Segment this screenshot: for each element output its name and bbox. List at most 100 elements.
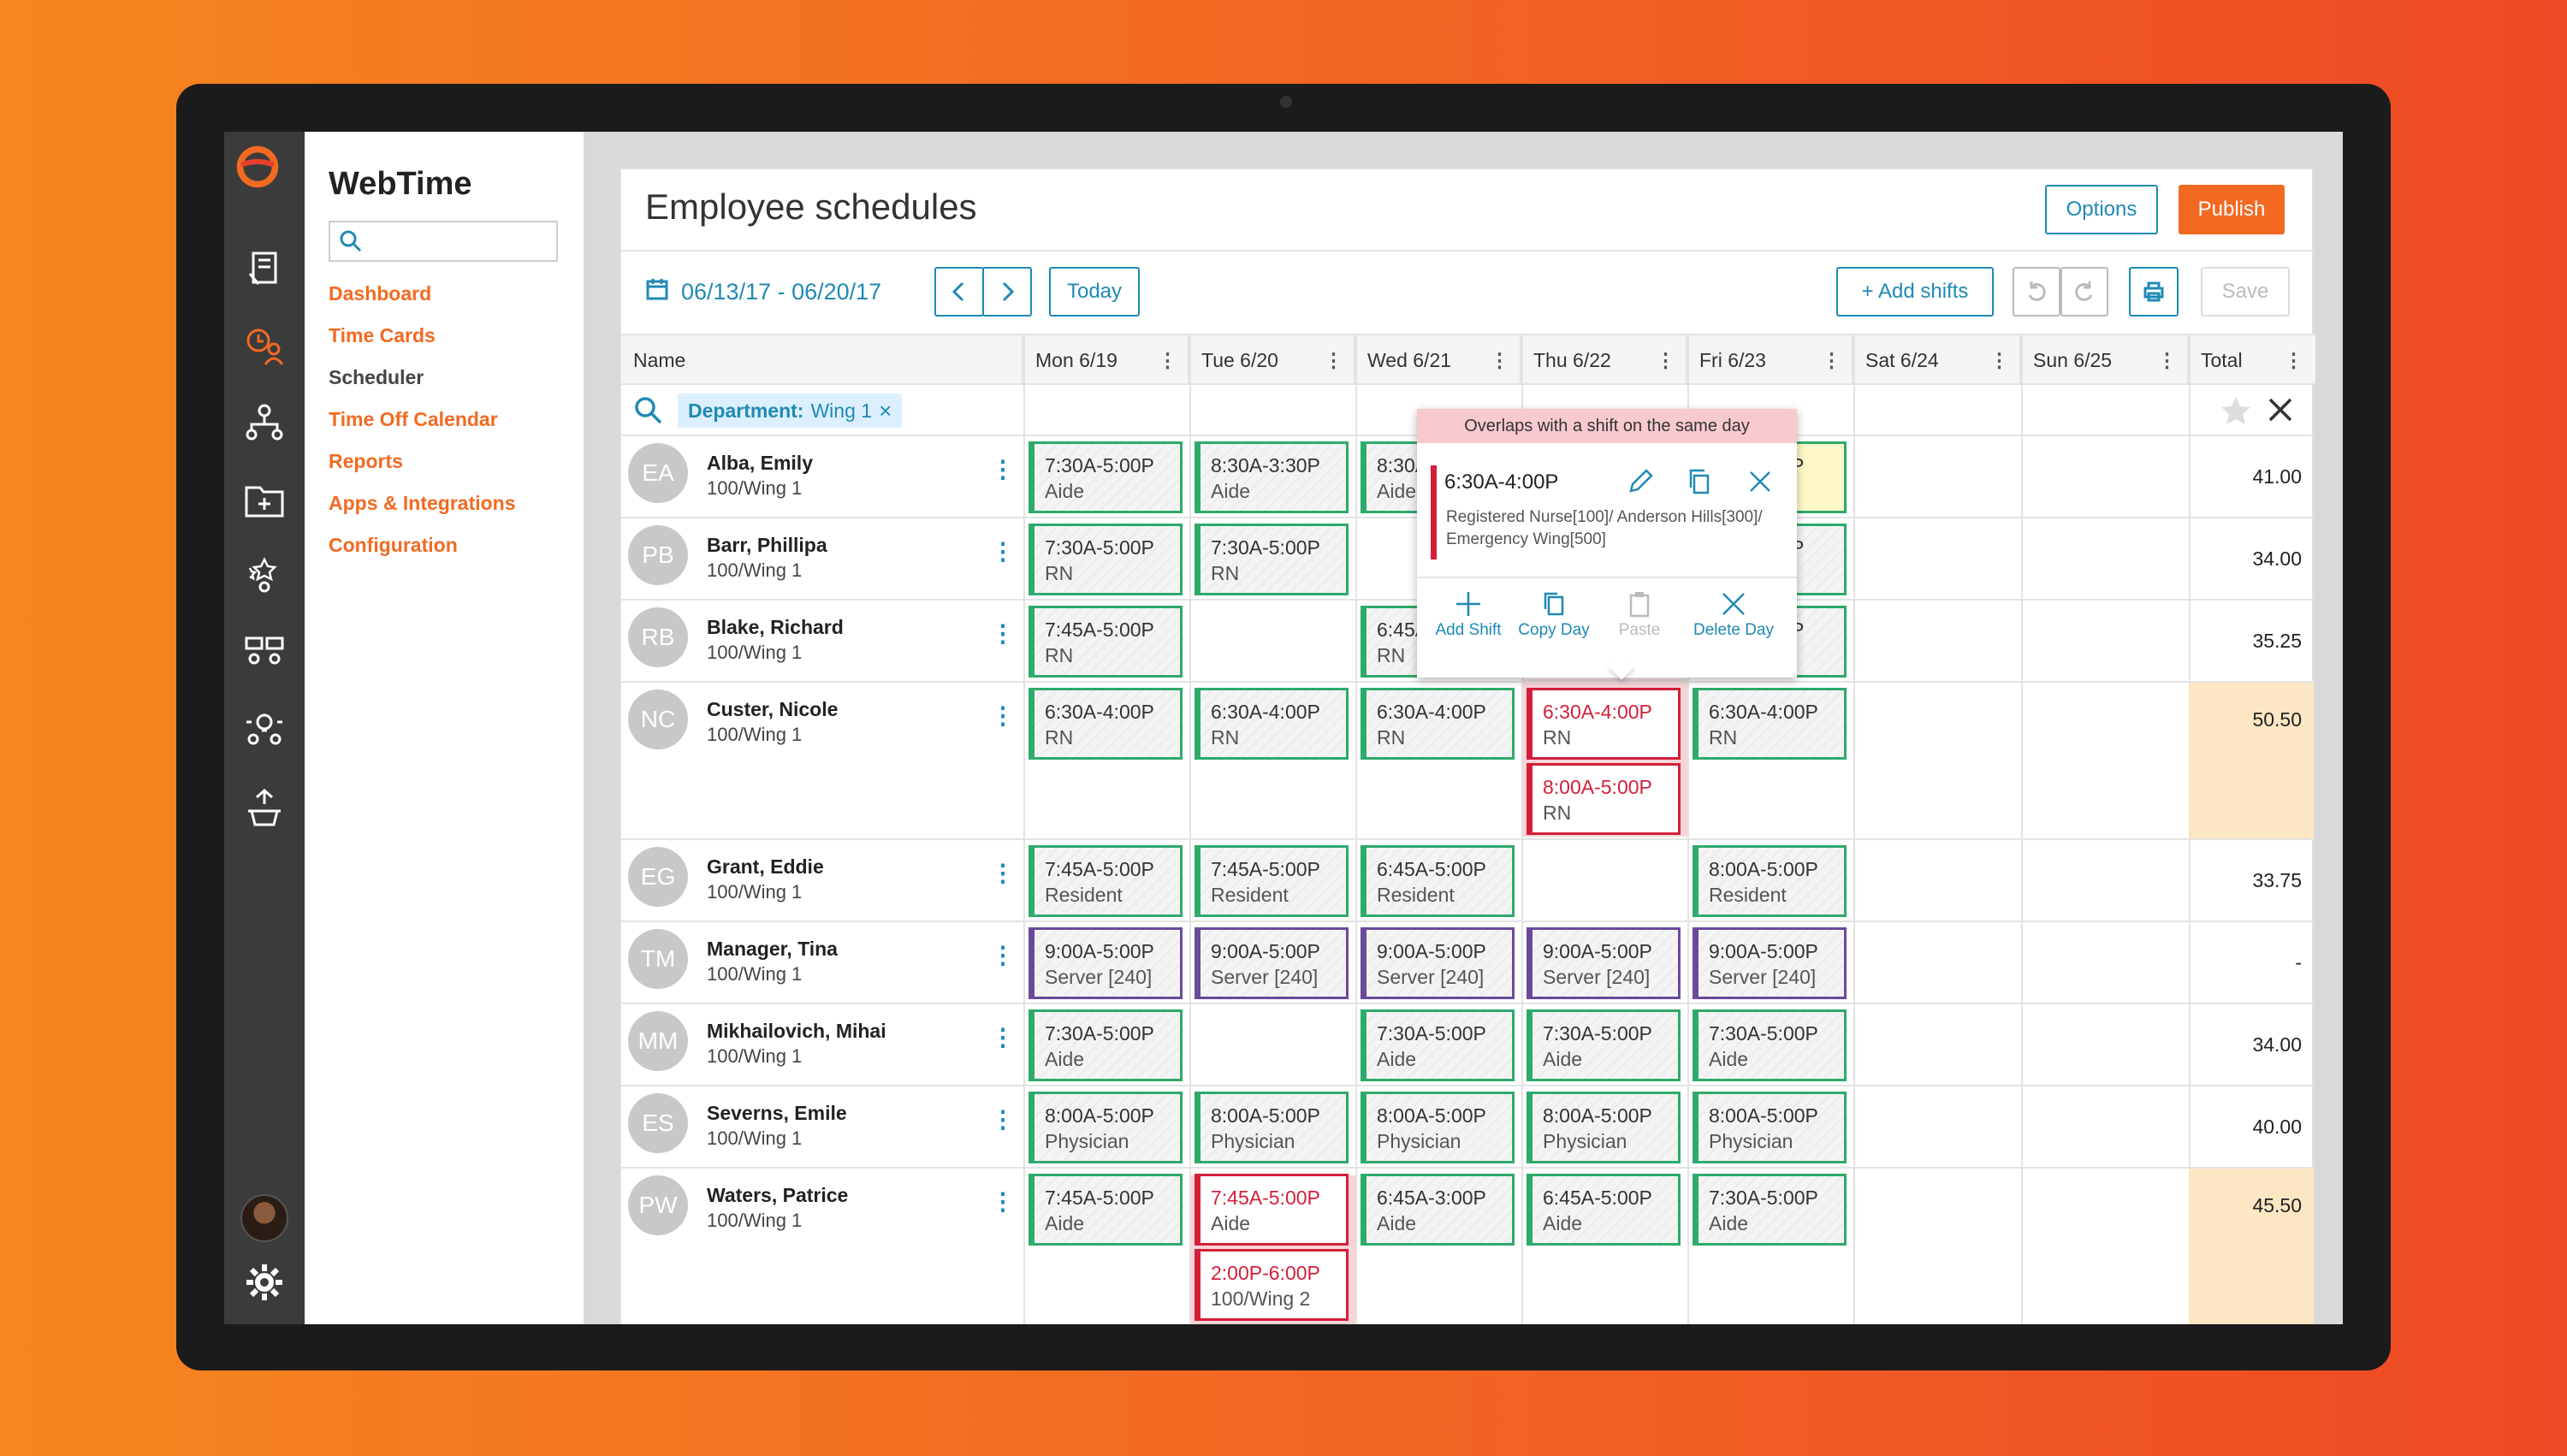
table-row[interactable]: RB Blake, Richard 100/Wing 1 ⋮ 35.25 xyxy=(621,601,2315,683)
shift-card[interactable]: 6:30A-4:00P RN xyxy=(1195,688,1349,760)
remove-filter-icon[interactable]: × xyxy=(879,397,892,423)
redo-button[interactable] xyxy=(2060,267,2108,317)
medical-folder-icon[interactable] xyxy=(243,479,286,522)
employee-name[interactable]: Alba, Emily xyxy=(707,452,813,474)
org-chart-icon[interactable] xyxy=(243,402,286,445)
rating-icon[interactable] xyxy=(243,556,286,599)
employee-name[interactable]: Manager, Tina xyxy=(707,938,838,960)
employee-name[interactable]: Blake, Richard xyxy=(707,616,844,638)
shift-card[interactable]: 6:45A-5:00P Aide xyxy=(1527,1174,1681,1246)
prev-week-button[interactable] xyxy=(934,267,984,317)
table-row[interactable]: NC Custer, Nicole 100/Wing 1 ⋮ 50.50 xyxy=(621,683,2315,840)
column-menu-icon[interactable]: ⋮ xyxy=(1490,349,1509,371)
table-row[interactable]: TM Manager, Tina 100/Wing 1 ⋮ - xyxy=(621,922,2315,1004)
shift-card[interactable]: 6:30A-4:00P RN xyxy=(1361,688,1515,760)
shift-card[interactable]: 7:30A-5:00P Aide xyxy=(1693,1009,1847,1081)
close-icon[interactable] xyxy=(2266,395,2295,429)
user-avatar[interactable] xyxy=(240,1194,288,1242)
column-menu-icon[interactable]: ⋮ xyxy=(1158,349,1177,371)
department-filter-chip[interactable]: Department: Wing 1 × xyxy=(678,394,903,428)
table-row[interactable]: MM Mikhailovich, Mihai 100/Wing 1 ⋮ 34.00 xyxy=(621,1004,2315,1086)
chat-people-icon[interactable] xyxy=(243,633,286,676)
shift-card[interactable]: 7:45A-5:00P Resident xyxy=(1195,845,1349,917)
employee-name[interactable]: Waters, Patrice xyxy=(707,1184,849,1206)
row-menu-icon[interactable]: ⋮ xyxy=(991,702,1015,729)
column-menu-icon[interactable]: ⋮ xyxy=(1324,349,1343,371)
row-menu-icon[interactable]: ⋮ xyxy=(991,456,1015,482)
employee-name[interactable]: Mikhailovich, Mihai xyxy=(707,1020,886,1042)
people-clock-icon[interactable] xyxy=(243,325,286,368)
shift-card[interactable]: 6:45A-3:00P Aide xyxy=(1361,1174,1515,1246)
col-sat[interactable]: Sat 6/24 ⋮ xyxy=(1853,335,2021,385)
publish-button[interactable]: Publish xyxy=(2179,185,2285,234)
shift-card[interactable]: 8:00A-5:00P Physician xyxy=(1029,1092,1183,1163)
nav-item-apps-integrations[interactable]: Apps & Integrations xyxy=(329,492,516,514)
row-menu-icon[interactable]: ⋮ xyxy=(991,860,1015,886)
column-menu-icon[interactable]: ⋮ xyxy=(2284,349,2303,371)
shift-card[interactable]: 7:45A-5:00P Resident xyxy=(1029,845,1183,917)
employee-name[interactable]: Barr, Phillipa xyxy=(707,534,827,556)
next-week-button[interactable] xyxy=(982,267,1032,317)
table-row[interactable]: PW Waters, Patrice 100/Wing 1 ⋮ 45.50 xyxy=(621,1169,2315,1324)
shift-card[interactable]: 7:30A-5:00P Aide xyxy=(1693,1174,1847,1246)
shift-card[interactable]: 9:00A-5:00P Server [240] xyxy=(1527,927,1681,999)
shift-card[interactable]: 7:30A-5:00P RN xyxy=(1029,524,1183,595)
app-logo-icon[interactable] xyxy=(236,145,293,202)
shift-card[interactable]: 9:00A-5:00P Server [240] xyxy=(1195,927,1349,999)
nav-item-dashboard[interactable]: Dashboard xyxy=(329,282,432,305)
nav-search-input[interactable] xyxy=(329,221,558,262)
col-total[interactable]: Total ⋮ xyxy=(2189,335,2314,385)
shift-card[interactable]: 9:00A-5:00P Server [240] xyxy=(1029,927,1183,999)
column-menu-icon[interactable]: ⋮ xyxy=(2157,349,2177,371)
shift-card[interactable]: 7:45A-5:00P Aide xyxy=(1029,1174,1183,1246)
col-sun[interactable]: Sun 6/25 ⋮ xyxy=(2021,335,2189,385)
col-fri[interactable]: Fri 6/23 ⋮ xyxy=(1687,335,1853,385)
edit-icon[interactable] xyxy=(1626,467,1655,500)
options-button[interactable]: Options xyxy=(2045,185,2158,234)
paste-action[interactable]: Paste xyxy=(1597,590,1682,640)
conflict-shift-card[interactable]: 7:45A-5:00P Aide xyxy=(1195,1174,1349,1246)
col-wed[interactable]: Wed 6/21 ⋮ xyxy=(1355,335,1521,385)
employee-name[interactable]: Grant, Eddie xyxy=(707,855,824,878)
today-button[interactable]: Today xyxy=(1049,267,1140,317)
col-thu[interactable]: Thu 6/22 ⋮ xyxy=(1521,335,1687,385)
nav-item-time-off-calendar[interactable]: Time Off Calendar xyxy=(329,408,498,430)
employee-name[interactable]: Severns, Emile xyxy=(707,1102,847,1124)
row-menu-icon[interactable]: ⋮ xyxy=(991,1106,1015,1133)
conflict-shift-card[interactable]: 2:00P-6:00P 100/Wing 2 xyxy=(1195,1249,1349,1321)
row-menu-icon[interactable]: ⋮ xyxy=(991,538,1015,565)
timesheet-icon[interactable] xyxy=(243,248,286,291)
date-range-picker[interactable]: 06/13/17 - 06/20/17 xyxy=(645,277,881,307)
add-shifts-button[interactable]: + Add shifts xyxy=(1836,267,1994,317)
row-menu-icon[interactable]: ⋮ xyxy=(991,620,1015,647)
shift-card[interactable]: 6:30A-4:00P RN xyxy=(1029,688,1183,760)
shift-card[interactable]: 7:30A-5:00P Aide xyxy=(1361,1009,1515,1081)
conflict-shift-card[interactable]: 6:30A-4:00P RN xyxy=(1527,688,1681,760)
copy-day-action[interactable]: Copy Day xyxy=(1511,590,1597,640)
nav-item-scheduler[interactable]: Scheduler xyxy=(329,366,424,388)
idea-people-icon[interactable] xyxy=(243,710,286,753)
shift-card[interactable]: 7:30A-5:00P RN xyxy=(1195,524,1349,595)
shift-card[interactable]: 9:00A-5:00P Server [240] xyxy=(1693,927,1847,999)
copy-icon[interactable] xyxy=(1686,467,1715,500)
conflict-shift-card[interactable]: 8:00A-5:00P RN xyxy=(1527,763,1681,835)
nav-item-time-cards[interactable]: Time Cards xyxy=(329,324,436,346)
undo-button[interactable] xyxy=(2013,267,2060,317)
row-menu-icon[interactable]: ⋮ xyxy=(991,942,1015,968)
table-row[interactable]: EG Grant, Eddie 100/Wing 1 ⋮ 33.75 xyxy=(621,840,2315,922)
column-menu-icon[interactable]: ⋮ xyxy=(1822,349,1841,371)
column-menu-icon[interactable]: ⋮ xyxy=(1989,349,2009,371)
shift-card[interactable]: 7:30A-5:00P Aide xyxy=(1527,1009,1681,1081)
shift-card[interactable]: 6:30A-4:00P RN xyxy=(1693,688,1847,760)
tasks-icon[interactable] xyxy=(243,787,286,830)
row-menu-icon[interactable]: ⋮ xyxy=(991,1024,1015,1051)
col-mon[interactable]: Mon 6/19 ⋮ xyxy=(1023,335,1189,385)
shift-card[interactable]: 6:45A-5:00P Resident xyxy=(1361,845,1515,917)
close-icon[interactable] xyxy=(1746,467,1775,500)
row-menu-icon[interactable]: ⋮ xyxy=(991,1188,1015,1215)
shift-card[interactable]: 8:30A-3:30P Aide xyxy=(1195,441,1349,513)
search-icon[interactable] xyxy=(633,395,664,430)
star-icon[interactable] xyxy=(2220,395,2252,430)
gear-icon[interactable] xyxy=(243,1261,286,1304)
nav-item-reports[interactable]: Reports xyxy=(329,450,403,472)
